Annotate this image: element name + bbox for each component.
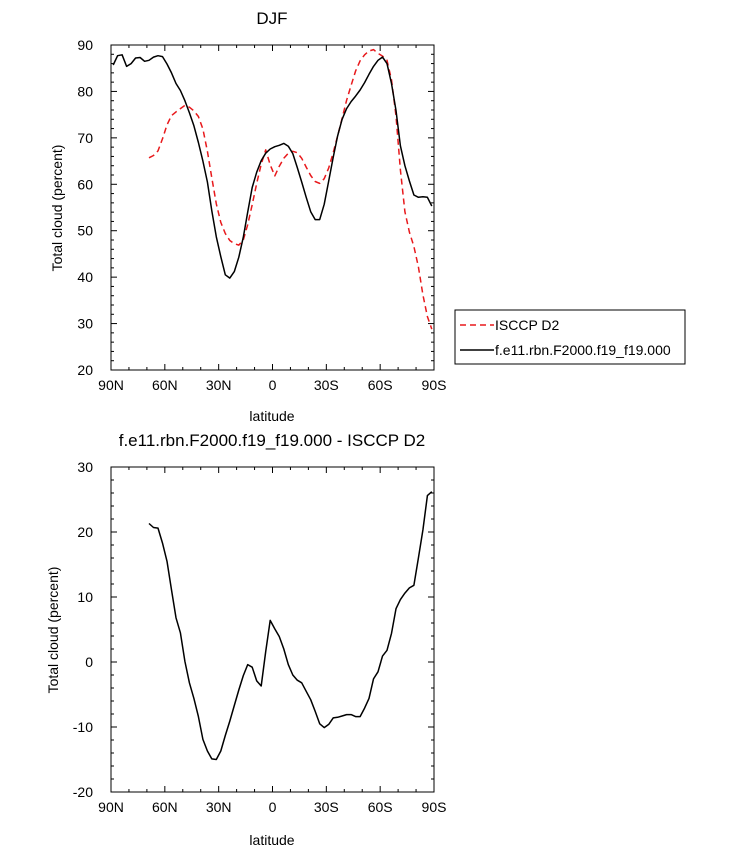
x-tick-label: 60N [152,377,178,393]
x-tick-label: 30N [206,799,232,815]
y-tick-label: -10 [73,719,93,735]
x-tick-label: 90N [98,799,124,815]
series-line-isccp-d2 [148,48,433,330]
x-tick-label: 60N [152,799,178,815]
y-tick-label: 60 [77,176,93,192]
x-axis-label: latitude [249,408,294,424]
x-tick-label: 0 [269,377,277,393]
legend-label-isccp: ISCCP D2 [495,317,560,333]
legend-box [454,309,686,365]
plot-frame [110,44,435,371]
y-tick-label: 70 [77,130,93,146]
y-tick-label: 30 [77,459,93,475]
x-tick-label: 30S [314,799,339,815]
x-tick-label: 0 [269,799,277,815]
y-axis-label: Total cloud (percent) [49,145,65,272]
chart-title: DJF [256,9,287,28]
y-tick-label: 40 [77,269,93,285]
y-tick-label: 80 [77,83,93,99]
bottom-chart-panel: f.e11.rbn.F2000.f19_f19.000 - ISCCP D2 9… [45,431,446,848]
y-tick-label: 30 [77,316,93,332]
y-tick-label: 20 [77,362,93,378]
legend: ISCCP D2 f.e11.rbn.F2000.f19_f19.000 [454,309,686,365]
x-tick-label: 60S [368,799,393,815]
series-line-difference [148,491,433,761]
series-line-f-e11-rbn-f2000-f19-f19-000 [112,54,433,279]
y-tick-label: 90 [77,37,93,53]
y-tick-label: 0 [85,654,93,670]
y-tick-label: 50 [77,223,93,239]
x-tick-label: 60S [368,377,393,393]
x-tick-label: 30S [314,377,339,393]
chart-title: f.e11.rbn.F2000.f19_f19.000 - ISCCP D2 [119,431,426,450]
x-axis-label: latitude [249,832,294,848]
top-chart-panel: DJF 90N 60N 30N 0 30S 60S 90S2030405060708090 … [49,9,686,424]
x-tick-label: 30N [206,377,232,393]
plot-area: 90N 60N 30N 0 30S 60S 90S -20 -10 0 10 20 30 [73,459,447,815]
plot-frame [110,466,435,793]
plot-area: 90N 60N 30N 0 30S 60S 90S 20 30 40 50 60 70 80 90 [77,37,446,393]
y-tick-label: 10 [77,589,93,605]
legend-label-model: f.e11.rbn.F2000.f19_f19.000 [495,342,671,358]
x-tick-label: 90N [98,377,124,393]
y-axis-label: Total cloud (percent) [45,567,61,694]
y-tick-label: 20 [77,524,93,540]
x-tick-label: 90S [422,799,447,815]
x-tick-label: 90S [422,377,447,393]
y-tick-label: -20 [73,784,93,800]
